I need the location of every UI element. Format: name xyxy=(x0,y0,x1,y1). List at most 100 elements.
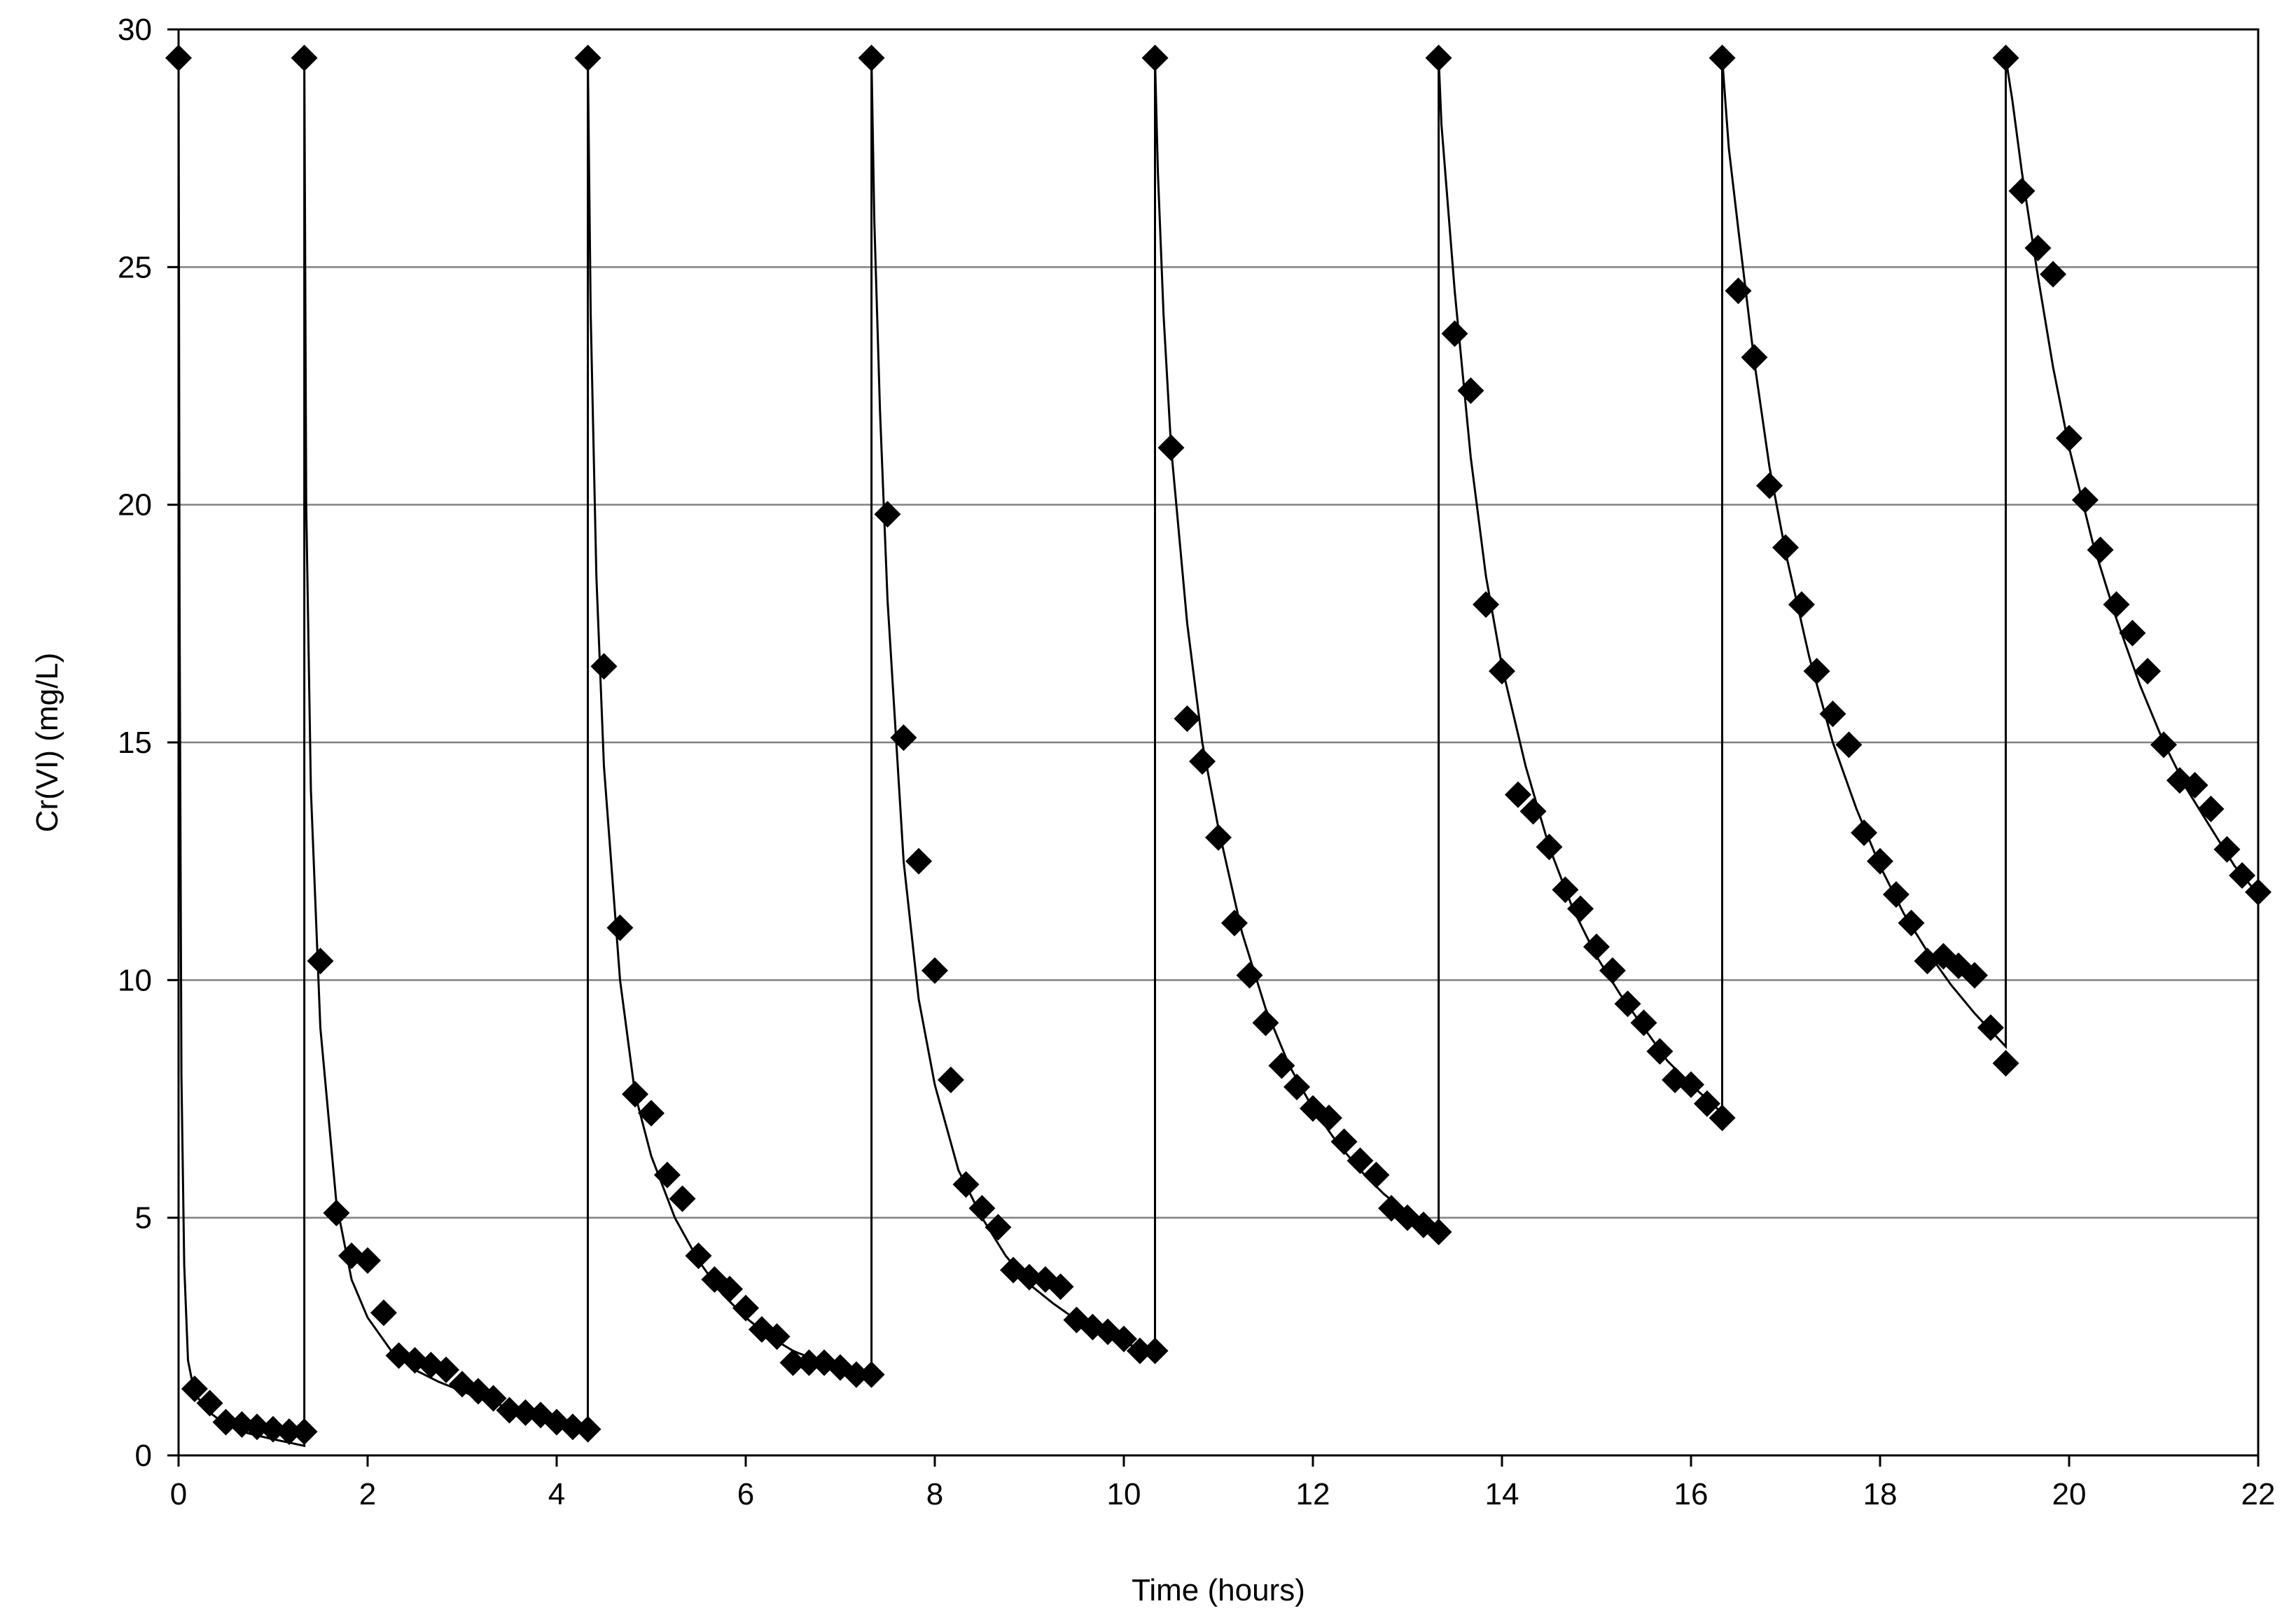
data-point-3 xyxy=(212,1408,239,1436)
data-point-47 xyxy=(858,44,885,71)
x-tick-label-7: 14 xyxy=(1485,1477,1519,1511)
data-point-78 xyxy=(1330,1128,1358,1156)
data-point-84 xyxy=(1425,1219,1452,1246)
y-axis: 0 5 10 15 20 25 30 xyxy=(118,13,179,1473)
data-point-0 xyxy=(165,44,192,71)
data-point-49 xyxy=(890,724,917,752)
data-point-50 xyxy=(905,847,933,875)
data-point-107 xyxy=(1756,472,1783,499)
data-point-6 xyxy=(260,1415,286,1443)
data-point-93 xyxy=(1552,876,1579,904)
y-tick-label-0: 0 xyxy=(135,1439,152,1473)
x-tick-label-4: 8 xyxy=(926,1477,943,1511)
data-point-57 xyxy=(1016,1264,1043,1291)
data-point-41 xyxy=(779,1349,807,1376)
data-point-120 xyxy=(1961,962,1988,989)
data-point-87 xyxy=(1457,377,1484,404)
x-tick-label-11: 22 xyxy=(2241,1477,2276,1511)
data-point-73 xyxy=(1252,1009,1279,1037)
data-point-25 xyxy=(543,1408,570,1436)
data-point-80 xyxy=(1363,1161,1390,1189)
x-tick-label-2: 4 xyxy=(548,1477,565,1511)
data-point-68 xyxy=(1174,705,1201,733)
data-point-79 xyxy=(1347,1147,1374,1175)
data-point-45 xyxy=(842,1361,870,1388)
y-tick-label-5: 25 xyxy=(118,250,152,284)
data-point-10 xyxy=(307,948,334,975)
data-point-103 xyxy=(1709,1105,1736,1132)
data-point-42 xyxy=(795,1349,823,1376)
data-point-124 xyxy=(2008,177,2036,205)
data-markers xyxy=(165,44,2271,1446)
data-point-66 xyxy=(1141,44,1169,71)
data-point-137 xyxy=(2213,836,2241,863)
model-line-path xyxy=(177,57,2260,1448)
data-point-31 xyxy=(622,1081,649,1108)
data-point-108 xyxy=(1772,534,1799,561)
data-point-21 xyxy=(480,1385,507,1412)
x-tick-label-3: 6 xyxy=(737,1477,754,1511)
data-point-135 xyxy=(2181,772,2208,799)
data-point-8 xyxy=(291,1418,318,1446)
x-tick-label-5: 10 xyxy=(1107,1477,1141,1511)
data-point-28 xyxy=(574,44,601,71)
data-point-131 xyxy=(2119,619,2146,646)
data-point-88 xyxy=(1473,591,1500,618)
data-point-74 xyxy=(1268,1052,1295,1079)
data-point-70 xyxy=(1205,824,1232,851)
data-point-63 xyxy=(1111,1325,1137,1352)
data-point-126 xyxy=(2040,261,2067,288)
data-point-115 xyxy=(1882,881,1909,908)
grid-lines xyxy=(179,266,2258,1219)
data-point-13 xyxy=(354,1247,381,1274)
data-point-123 xyxy=(1992,44,2019,71)
data-point-64 xyxy=(1126,1337,1153,1364)
data-point-75 xyxy=(1283,1074,1311,1101)
data-point-104 xyxy=(1709,44,1736,71)
data-point-67 xyxy=(1157,434,1185,462)
data-point-92 xyxy=(1536,833,1563,861)
x-tick-label-0: 0 xyxy=(170,1477,187,1511)
data-point-5 xyxy=(244,1413,271,1441)
data-point-27 xyxy=(574,1415,601,1443)
data-point-113 xyxy=(1851,819,1878,846)
data-point-128 xyxy=(2071,486,2099,513)
data-point-54 xyxy=(968,1195,996,1222)
data-point-65 xyxy=(1141,1337,1169,1364)
data-point-11 xyxy=(323,1199,350,1226)
data-point-138 xyxy=(2229,862,2256,889)
data-point-136 xyxy=(2197,796,2225,823)
data-point-114 xyxy=(1867,847,1893,875)
data-point-97 xyxy=(1614,990,1641,1018)
data-point-29 xyxy=(590,653,618,680)
data-point-38 xyxy=(732,1294,759,1322)
data-point-133 xyxy=(2150,731,2177,759)
y-axis-title: Cr(VI) (mg/L) xyxy=(30,653,64,833)
data-point-51 xyxy=(921,957,948,984)
model-curve xyxy=(177,57,2260,1448)
data-point-34 xyxy=(669,1185,696,1212)
data-point-85 xyxy=(1425,44,1452,71)
data-point-111 xyxy=(1819,700,1846,728)
data-point-33 xyxy=(653,1161,681,1189)
data-point-116 xyxy=(1898,909,1925,936)
data-point-130 xyxy=(2103,591,2130,618)
data-point-18 xyxy=(433,1356,460,1383)
x-axis: 0 2 4 6 8 10 12 14 16 18 20 22 xyxy=(170,1455,2276,1511)
data-point-109 xyxy=(1788,591,1815,618)
data-point-14 xyxy=(370,1299,397,1327)
x-tick-label-1: 2 xyxy=(359,1477,376,1511)
data-point-102 xyxy=(1693,1090,1720,1117)
data-point-40 xyxy=(763,1323,791,1350)
data-point-98 xyxy=(1630,1009,1657,1037)
data-point-125 xyxy=(2024,235,2052,262)
data-point-86 xyxy=(1441,320,1468,347)
data-point-72 xyxy=(1236,962,1263,989)
data-point-71 xyxy=(1220,909,1248,936)
data-point-1 xyxy=(181,1375,208,1402)
y-tick-label-6: 30 xyxy=(118,13,152,47)
data-point-35 xyxy=(685,1242,712,1269)
data-point-77 xyxy=(1315,1105,1342,1132)
data-point-69 xyxy=(1189,748,1216,775)
